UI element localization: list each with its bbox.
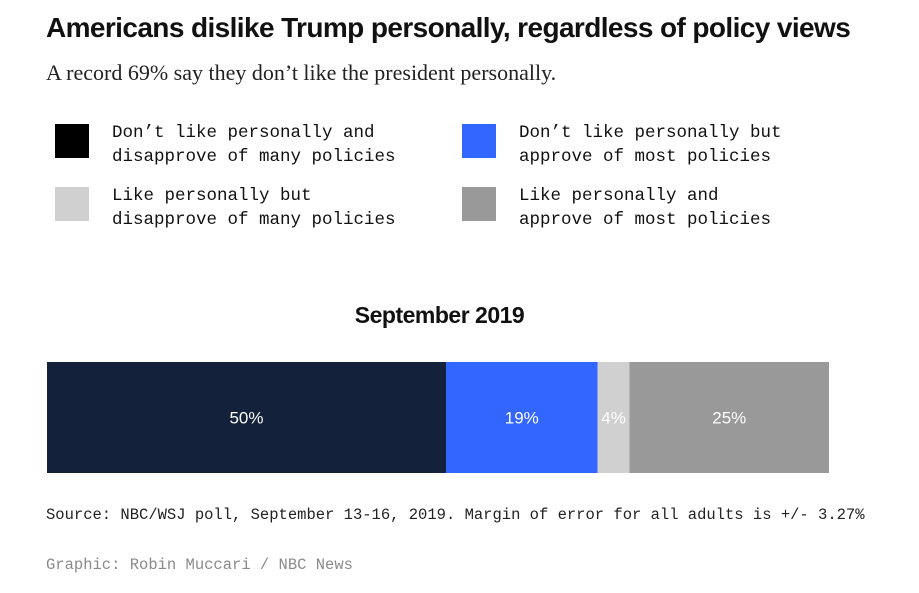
source-note: Source: NBC/WSJ poll, September 13-16, 2…	[46, 506, 865, 524]
legend-swatch	[462, 187, 496, 221]
legend-swatch	[55, 187, 89, 221]
bar-segment	[597, 362, 630, 473]
bar-value-label: 50%	[229, 409, 263, 428]
legend-item: Don’t like personally but approve of mos…	[462, 123, 862, 174]
bar-value-label: 4%	[601, 409, 626, 428]
legend-label: Don’t like personally but approve of mos…	[519, 123, 782, 167]
legend-swatch	[462, 124, 496, 158]
chart-subtitle: A record 69% say they don’t like the pre…	[46, 60, 557, 85]
bar-chart-title: September 2019	[354, 302, 525, 328]
legend-item: Don’t like personally and disapprove of …	[55, 123, 455, 174]
bar-value-label: 25%	[712, 409, 746, 428]
legend-label: Like personally but disapprove of many p…	[112, 186, 396, 230]
stacked-bar-chart: 50% 19% 4% 25%	[47, 362, 829, 473]
legend-item: Like personally but disapprove of many p…	[55, 186, 455, 237]
legend-swatch	[55, 124, 89, 158]
bar-segment	[629, 362, 829, 473]
bar-segment	[47, 362, 446, 473]
bar-segment	[445, 362, 598, 473]
legend-label: Don’t like personally and disapprove of …	[112, 123, 396, 167]
graphic-credit: Graphic: Robin Muccari / NBC News	[46, 556, 353, 574]
legend-label: Like personally and approve of most poli…	[519, 186, 772, 230]
chart-title-heading: Americans dislike Trump personally, rega…	[46, 12, 851, 43]
bar-value-label: 19%	[505, 409, 539, 428]
legend-item: Like personally and approve of most poli…	[462, 186, 862, 237]
